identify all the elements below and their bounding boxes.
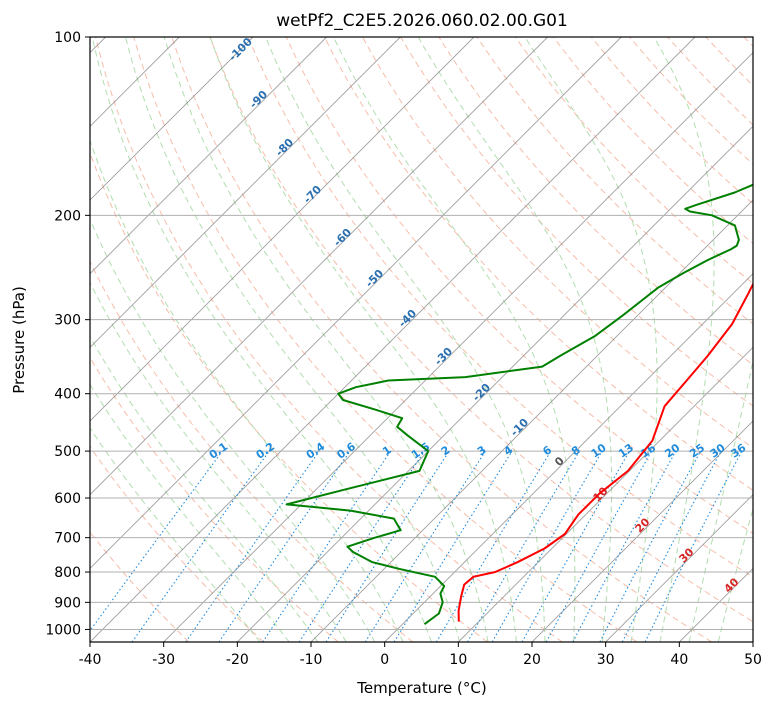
y-tick-label: 400 bbox=[54, 387, 81, 403]
moist-adiabat bbox=[333, 37, 576, 642]
dry-adiabat bbox=[90, 445, 264, 642]
moist-adiabat bbox=[125, 37, 461, 642]
mixing-ratio-line bbox=[545, 450, 653, 642]
dry-adiabat bbox=[95, 37, 563, 642]
mixing-ratio-line bbox=[90, 450, 223, 632]
isotherm-line bbox=[531, 420, 753, 642]
dry-adiabat bbox=[90, 260, 414, 642]
y-tick-label: 900 bbox=[54, 595, 81, 611]
isotherm-line bbox=[90, 37, 401, 348]
y-tick-label: 200 bbox=[54, 208, 81, 224]
moist-adiabat bbox=[653, 37, 715, 642]
y-tick-label: 700 bbox=[54, 531, 81, 547]
background-lines bbox=[90, 37, 753, 642]
isotherm-line bbox=[90, 37, 622, 569]
isotherm-line bbox=[237, 125, 753, 642]
plot-frame bbox=[89, 36, 754, 643]
mixing-ratio-line bbox=[185, 450, 320, 642]
isotherm-line bbox=[458, 346, 753, 642]
y-tick-label: 1000 bbox=[45, 622, 81, 638]
y-axis-label: Pressure (hPa) bbox=[10, 286, 28, 394]
x-axis-label: Temperature (°C) bbox=[356, 679, 486, 697]
x-axis-ticks: -40 -30 -20 -10 0 10 20 30 40 50 bbox=[79, 642, 762, 668]
moist-adiabat bbox=[90, 218, 376, 642]
y-tick-label: 100 bbox=[54, 30, 81, 46]
temperature-line bbox=[457, 281, 753, 622]
x-tick-label: 30 bbox=[597, 652, 615, 668]
dry-adiabat bbox=[247, 37, 753, 578]
dry-adiabat bbox=[209, 37, 753, 623]
dry-adiabat bbox=[90, 356, 339, 642]
isotherm-line bbox=[90, 37, 548, 496]
moist-adiabat bbox=[163, 37, 489, 642]
pressure-gridlines bbox=[90, 37, 753, 630]
isotherm-line bbox=[384, 273, 753, 642]
mixing-ratio-line bbox=[644, 450, 743, 642]
moist-adiabat bbox=[90, 427, 261, 642]
mixing-ratio-line bbox=[393, 450, 513, 642]
x-tick-label: -10 bbox=[300, 652, 323, 668]
isotherm-line bbox=[90, 37, 696, 642]
isotherm-line bbox=[605, 494, 753, 642]
y-axis-ticks: 100 200 300 400 500 600 700 800 900 1000 bbox=[45, 30, 90, 638]
moist-adiabat bbox=[524, 37, 658, 642]
moist-adiabat bbox=[688, 358, 753, 642]
x-tick-label: 0 bbox=[380, 652, 389, 668]
moist-adiabat bbox=[90, 335, 319, 642]
dry-adiabat bbox=[514, 37, 753, 285]
x-tick-label: 50 bbox=[744, 652, 762, 668]
mixing-ratio-line bbox=[131, 450, 270, 642]
y-tick-label: 500 bbox=[54, 444, 81, 460]
profile-lines bbox=[285, 183, 753, 626]
moist-adiabat bbox=[91, 37, 432, 642]
dry-adiabat bbox=[171, 37, 712, 642]
dry-adiabat bbox=[323, 37, 753, 491]
isotherm-line bbox=[163, 52, 753, 642]
x-tick-label: -30 bbox=[152, 652, 175, 668]
moist-adiabat bbox=[717, 506, 753, 642]
plot-background bbox=[90, 37, 753, 642]
moist-adiabat bbox=[90, 383, 290, 642]
isotherm-line bbox=[310, 199, 753, 642]
moist-adiabat bbox=[265, 37, 546, 642]
moist-adiabat bbox=[417, 37, 613, 642]
x-tick-label: 10 bbox=[449, 652, 467, 668]
dry-adiabat bbox=[476, 37, 753, 325]
isotherm-line bbox=[90, 37, 254, 201]
y-tick-label: 300 bbox=[54, 313, 81, 329]
isotherm-line bbox=[90, 37, 475, 422]
isotherm-line bbox=[752, 641, 753, 642]
dewpoint-line bbox=[285, 183, 753, 626]
mixing-ratio-line bbox=[262, 450, 392, 642]
mixing-ratio-line bbox=[298, 450, 425, 642]
y-tick-label: 800 bbox=[54, 565, 81, 581]
x-tick-label: 40 bbox=[670, 652, 688, 668]
mixing-ratio-line bbox=[572, 450, 677, 642]
x-tick-label: 20 bbox=[523, 652, 541, 668]
dry-adiabat bbox=[285, 37, 753, 535]
chart-title: wetPf2_C2E5.2026.060.02.00.G01 bbox=[276, 11, 568, 31]
x-tick-label: -40 bbox=[79, 652, 102, 668]
moist-adiabat bbox=[90, 138, 404, 642]
moist-adiabat bbox=[90, 281, 347, 642]
x-tick-label: -20 bbox=[226, 652, 249, 668]
moist-adiabat bbox=[209, 37, 517, 642]
mixing-ratio-line bbox=[521, 450, 630, 642]
mixing-ratio-line bbox=[218, 450, 351, 642]
y-tick-label: 600 bbox=[54, 491, 81, 507]
isotherm-line bbox=[90, 37, 327, 275]
